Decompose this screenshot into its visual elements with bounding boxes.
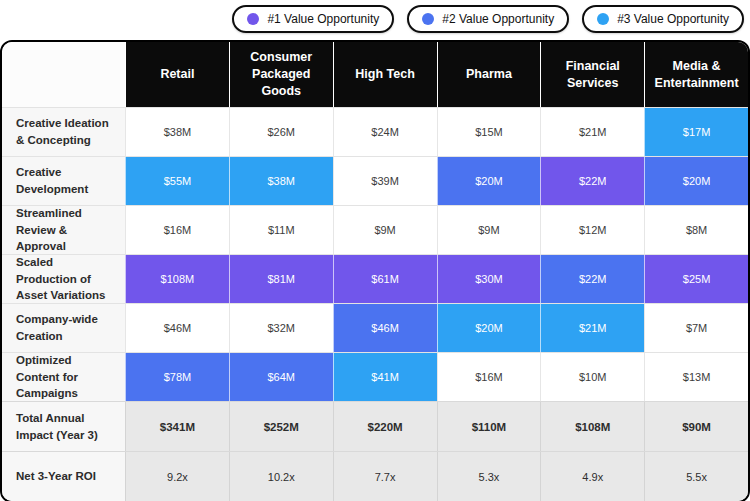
row-label: Creative Ideation & Concepting [2,108,125,156]
summary-value-cell: $220M [333,402,437,451]
legend: #1 Value Opportunity #2 Value Opportunity… [0,0,750,34]
summary-value-cell: 10.2x [229,452,333,501]
legend-item-1: #1 Value Opportunity [232,5,394,33]
value-cell: $30M [437,255,541,303]
value-cell: $10M [540,353,644,401]
value-cell: $25M [644,255,748,303]
summary-value-cell: $252M [229,402,333,451]
value-opportunity-table: RetailConsumer Packaged GoodsHigh TechPh… [0,40,750,501]
column-header-high-tech: High Tech [333,42,437,107]
column-header-pharma: Pharma [437,42,541,107]
value-cell: $21M [540,304,644,352]
summary-value-cell: 4.9x [540,452,644,501]
value-cell: $26M [229,108,333,156]
table-row-creative-development: Creative Development$55M$38M$39M$20M$22M… [2,156,748,205]
summary-value-cell: $341M [125,402,229,451]
value-cell: $55M [125,157,229,205]
page: #1 Value Opportunity #2 Value Opportunity… [0,0,750,501]
summary-value-cell: $110M [437,402,541,451]
value-cell: $11M [229,206,333,254]
row-label: Streamlined Review & Approval [2,206,125,254]
legend-dot-icon [247,13,259,25]
row-label: Creative Development [2,157,125,205]
table-row-company-wide-creation: Company-wide Creation$46M$32M$46M$20M$21… [2,303,748,352]
summary-value-cell: 9.2x [125,452,229,501]
table-header-row: RetailConsumer Packaged GoodsHigh TechPh… [2,42,748,107]
value-cell: $46M [333,304,437,352]
summary-row-net-3-year-roi: Net 3-Year ROI9.2x10.2x7.7x5.3x4.9x5.5x [2,451,748,501]
column-header-consumer-packaged-goods: Consumer Packaged Goods [229,42,333,107]
row-label: Company-wide Creation [2,304,125,352]
legend-item-2: #2 Value Opportunity [407,5,569,33]
value-cell: $38M [229,157,333,205]
summary-row-label: Net 3-Year ROI [2,452,125,501]
legend-item-label: #3 Value Opportunity [617,12,729,26]
value-cell: $17M [644,108,748,156]
value-cell: $20M [644,157,748,205]
legend-dot-icon [597,13,609,25]
summary-value-cell: 5.5x [644,452,748,501]
legend-dot-icon [422,13,434,25]
table-row-creative-ideation-concepting: Creative Ideation & Concepting$38M$26M$2… [2,107,748,156]
summary-value-cell: $90M [644,402,748,451]
value-cell: $64M [229,353,333,401]
summary-row-total-annual-impact-year-3: Total Annual Impact (Year 3)$341M$252M$2… [2,401,748,451]
value-cell: $46M [125,304,229,352]
value-cell: $108M [125,255,229,303]
value-cell: $9M [333,206,437,254]
value-cell: $39M [333,157,437,205]
value-cell: $24M [333,108,437,156]
row-label: Scaled Production of Asset Variations [2,255,125,303]
value-cell: $15M [437,108,541,156]
value-cell: $20M [437,157,541,205]
column-header-financial-services: Financial Services [540,42,644,107]
legend-item-label: #2 Value Opportunity [442,12,554,26]
row-label: Optimized Content for Campaigns [2,353,125,401]
value-cell: $32M [229,304,333,352]
value-cell: $22M [540,255,644,303]
value-cell: $16M [125,206,229,254]
column-header-media-entertainment: Media & Entertainment [644,42,748,107]
value-cell: $78M [125,353,229,401]
value-cell: $9M [437,206,541,254]
value-cell: $16M [437,353,541,401]
table-corner-cell [2,42,125,107]
value-cell: $41M [333,353,437,401]
value-cell: $13M [644,353,748,401]
value-cell: $8M [644,206,748,254]
value-cell: $61M [333,255,437,303]
value-cell: $22M [540,157,644,205]
column-header-retail: Retail [125,42,229,107]
legend-item-label: #1 Value Opportunity [267,12,379,26]
summary-value-cell: 5.3x [437,452,541,501]
value-cell: $20M [437,304,541,352]
value-cell: $21M [540,108,644,156]
table-row-streamlined-review-approval: Streamlined Review & Approval$16M$11M$9M… [2,205,748,254]
summary-value-cell: 7.7x [333,452,437,501]
table-row-scaled-production-of-asset-variations: Scaled Production of Asset Variations$10… [2,254,748,303]
summary-value-cell: $108M [540,402,644,451]
legend-item-3: #3 Value Opportunity [582,5,744,33]
value-cell: $38M [125,108,229,156]
value-cell: $81M [229,255,333,303]
value-cell: $7M [644,304,748,352]
table-row-optimized-content-for-campaigns: Optimized Content for Campaigns$78M$64M$… [2,352,748,401]
value-cell: $12M [540,206,644,254]
summary-row-label: Total Annual Impact (Year 3) [2,402,125,451]
